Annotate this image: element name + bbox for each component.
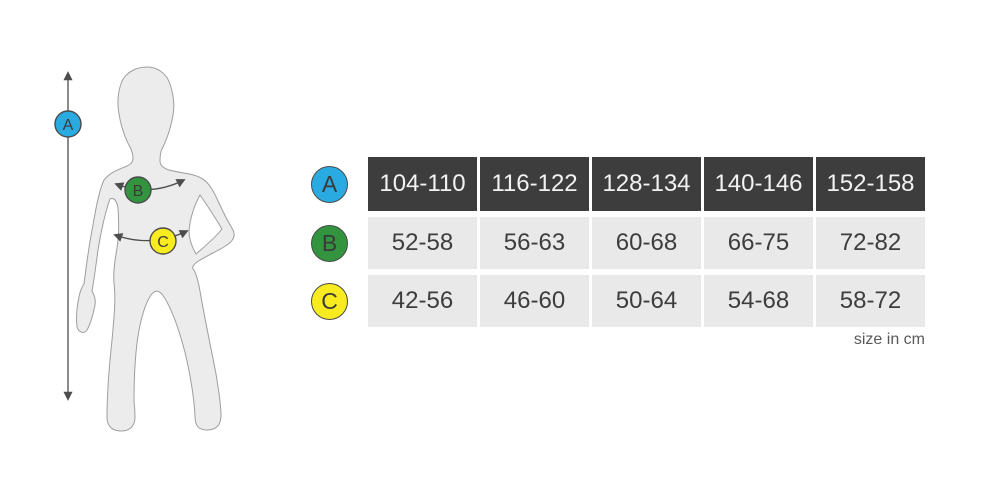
table-cell: 46-60 (480, 275, 589, 327)
table-cell: 58-72 (816, 275, 925, 327)
marker-b-label: B (133, 183, 144, 200)
figure-marker-c: C (149, 227, 177, 255)
marker-b-badge-label: B (321, 229, 338, 256)
marker-c-circle (149, 227, 177, 255)
marker-a-badge: A (311, 165, 348, 203)
table-cell: 72-82 (816, 217, 925, 269)
table-cell: 42-56 (368, 275, 477, 327)
figure-marker-b: B (124, 176, 152, 204)
table-header-cell: 152-158 (816, 157, 925, 211)
table-header-cell: 104-110 (368, 157, 477, 211)
marker-c-badge-label: C (321, 287, 338, 314)
marker-c-label: C (157, 234, 169, 251)
child-figure-diagram: A B C (54, 66, 235, 432)
legend-cell-b: B (294, 217, 365, 269)
table-cell: 50-64 (592, 275, 701, 327)
table-cell: 60-68 (592, 217, 701, 269)
legend-cell-c: C (294, 275, 365, 327)
size-unit-note: size in cm (853, 331, 925, 348)
figure-marker-a: A (54, 110, 82, 138)
table-cell: 54-68 (704, 275, 813, 327)
table-header-cell: 116-122 (480, 157, 589, 211)
marker-a-circle (54, 110, 82, 138)
table-cell: 66-75 (704, 217, 813, 269)
table-cell: 52-58 (368, 217, 477, 269)
marker-a-label: A (63, 117, 74, 134)
marker-c-badge: C (311, 282, 348, 320)
marker-a-badge-label: A (321, 170, 338, 197)
marker-b-badge: B (311, 224, 348, 262)
size-table: A 104-110 116-122 128-134 140-146 152-15… (294, 157, 925, 327)
marker-b-circle (124, 176, 152, 204)
table-cell: 56-63 (480, 217, 589, 269)
legend-cell-a: A (294, 157, 365, 211)
table-header-cell: 140-146 (704, 157, 813, 211)
table-header-cell: 128-134 (592, 157, 701, 211)
